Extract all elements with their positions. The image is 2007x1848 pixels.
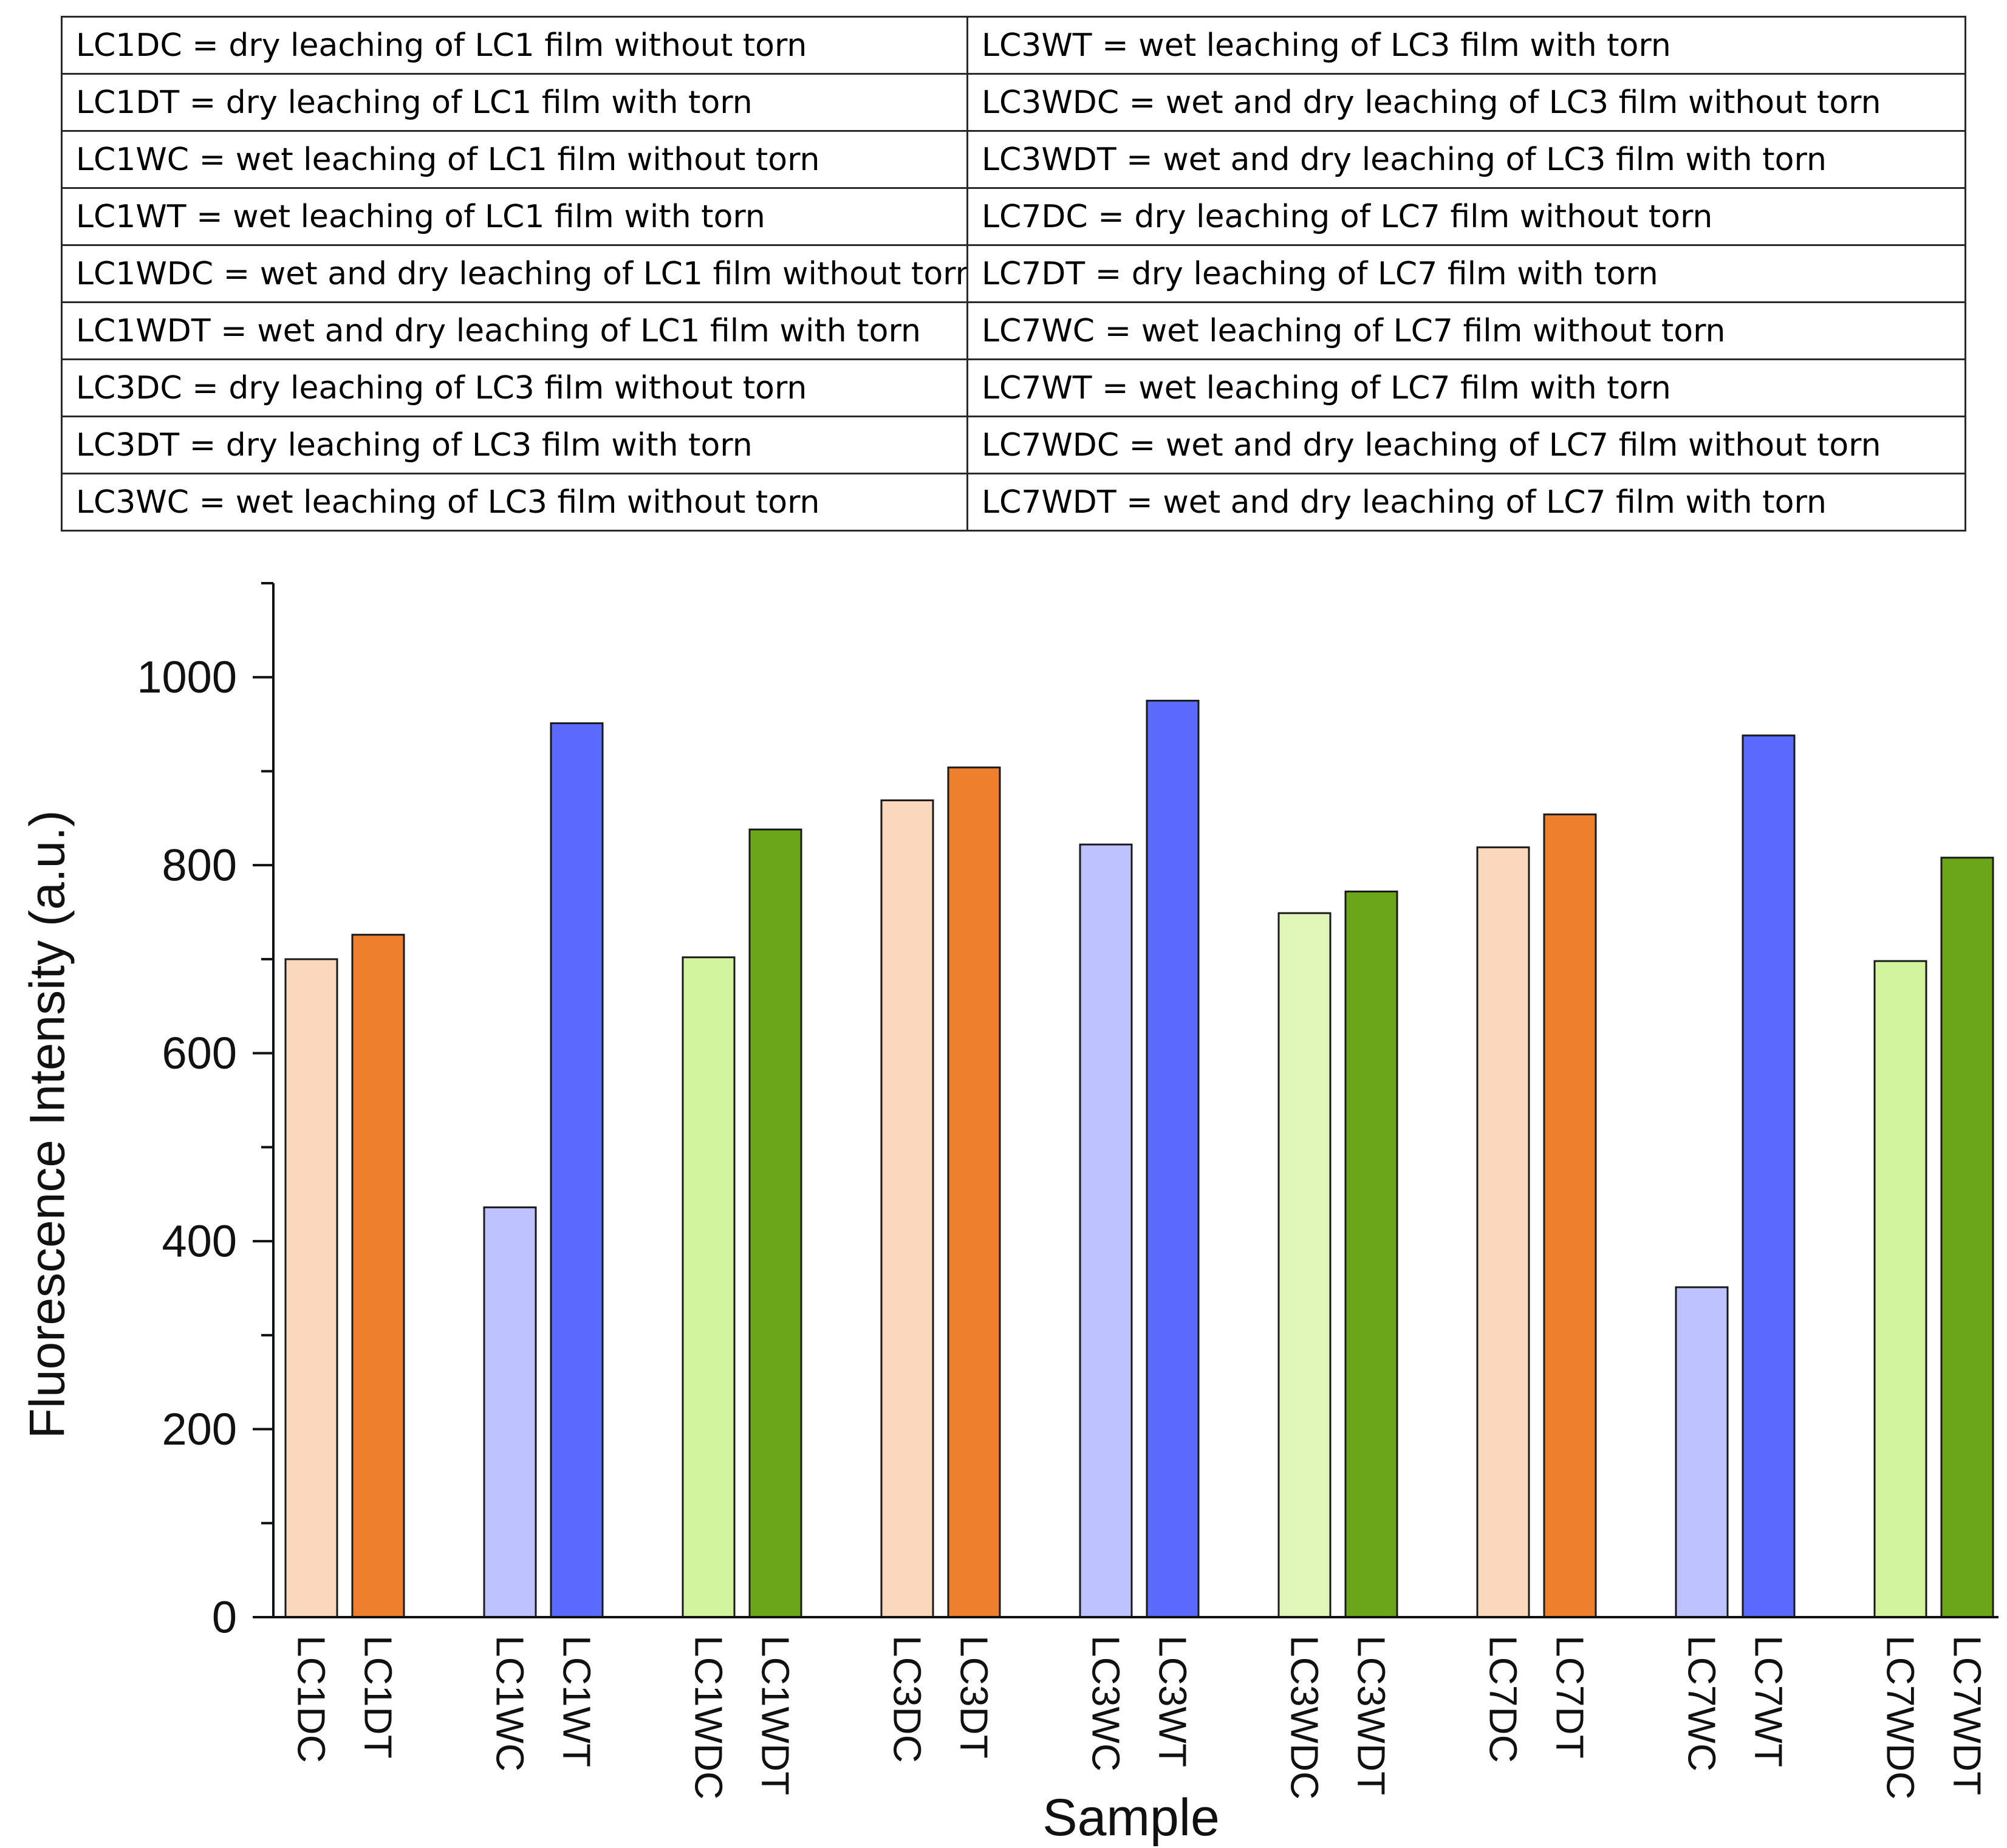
x-tick-label: LC1WC <box>488 1635 532 1771</box>
bar-lc3wc <box>1079 843 1133 1618</box>
bar-lc3wdc <box>1277 912 1332 1618</box>
y-tick-label: 400 <box>162 1216 237 1267</box>
bar-lc1dc <box>284 958 338 1618</box>
legend-cell: LC7WT = wet leaching of LC7 film with to… <box>966 358 1966 417</box>
bar-lc7dc <box>1476 846 1530 1618</box>
bar-lc1dt <box>351 934 405 1618</box>
legend-row: LC1WC = wet leaching of LC1 film without… <box>61 130 1966 189</box>
x-tick-label: LC1DC <box>290 1635 333 1763</box>
x-tick-label: LC1WDT <box>754 1635 798 1795</box>
x-tick-label: LC7DT <box>1548 1635 1592 1759</box>
legend-cell: LC1DT = dry leaching of LC1 film with to… <box>61 73 968 132</box>
legend-cell: LC7WDC = wet and dry leaching of LC7 fil… <box>966 416 1966 474</box>
legend-cell: LC3WC = wet leaching of LC3 film without… <box>61 473 968 532</box>
bar-chart: LC1DC LC1DT LC1WC LC1WT LC1WDC LC1WDT LC3DC LC3… <box>20 582 1998 1847</box>
y-tick-label: 1000 <box>137 652 237 702</box>
x-tick-label: LC3WC <box>1084 1635 1128 1771</box>
legend-cell: LC3WT = wet leaching of LC3 film with to… <box>966 16 1966 75</box>
x-tick-label: LC7WT <box>1747 1635 1791 1767</box>
bar-lc7wc <box>1675 1286 1729 1618</box>
bar-lc7wt <box>1742 734 1796 1618</box>
x-axis-title: Sample <box>1042 1788 1220 1847</box>
x-tick-label: LC1WT <box>555 1635 599 1767</box>
bar-lc1wc <box>483 1206 537 1618</box>
x-tick-label: LC1WDC <box>687 1635 731 1799</box>
legend-cell: LC3DC = dry leaching of LC3 film without… <box>61 358 968 417</box>
y-tick-label: 0 <box>212 1592 237 1643</box>
bar-lc3wdt <box>1344 891 1398 1618</box>
legend-row: LC1WDC = wet and dry leaching of LC1 fil… <box>61 244 1966 303</box>
x-tick-label: LC3WT <box>1151 1635 1195 1767</box>
legend-cell: LC3WDT = wet and dry leaching of LC3 fil… <box>966 130 1966 189</box>
y-tick-label: 200 <box>162 1404 237 1454</box>
bar-lc7dt <box>1543 813 1597 1618</box>
x-tick-label: LC7DC <box>1482 1635 1525 1763</box>
y-tick-label: 800 <box>162 840 237 891</box>
legend-cell: LC1WDC = wet and dry leaching of LC1 fil… <box>61 244 968 303</box>
legend-row: LC3WC = wet leaching of LC3 film without… <box>61 473 1966 532</box>
legend-cell: LC7DC = dry leaching of LC7 film without… <box>966 187 1966 246</box>
bar-lc1wdt <box>748 828 802 1618</box>
bars-layer <box>284 699 1994 1618</box>
x-tick-label: LC3WDT <box>1350 1635 1393 1795</box>
legend-cell: LC7WDT = wet and dry leaching of LC7 fil… <box>966 473 1966 532</box>
legend-row: LC1DT = dry leaching of LC1 film with to… <box>61 73 1966 132</box>
legend-table: LC1DC = dry leaching of LC1 film without… <box>61 16 1966 532</box>
y-tick-label: 600 <box>162 1028 237 1078</box>
x-tick-label: LC1DT <box>357 1635 400 1759</box>
x-tick-label: LC7WC <box>1680 1635 1724 1771</box>
legend-row: LC3DC = dry leaching of LC3 film without… <box>61 358 1966 417</box>
y-axis-title: Fluorescence Intensity (a.u.) <box>20 810 75 1439</box>
legend-row: LC1DC = dry leaching of LC1 film without… <box>61 16 1966 75</box>
x-tick-label: LC7WDC <box>1879 1635 1923 1799</box>
bar-lc1wt <box>550 722 604 1618</box>
legend-row: LC1WDT = wet and dry leaching of LC1 fil… <box>61 301 1966 360</box>
bar-lc3dc <box>880 799 934 1618</box>
bar-lc3dt <box>947 766 1001 1618</box>
legend-cell: LC3WDC = wet and dry leaching of LC3 fil… <box>966 73 1966 132</box>
x-tick-label: LC3DC <box>886 1635 929 1763</box>
legend-cell: LC7DT = dry leaching of LC7 film with to… <box>966 244 1966 303</box>
legend-cell: LC7WC = wet leaching of LC7 film without… <box>966 301 1966 360</box>
x-tick-label: LC7WDT <box>1946 1635 1989 1795</box>
legend-cell: LC1WT = wet leaching of LC1 film with to… <box>61 187 968 246</box>
legend-cell: LC1WC = wet leaching of LC1 film without… <box>61 130 968 189</box>
x-tick-label: LC3WDC <box>1283 1635 1327 1799</box>
bar-lc7wdt <box>1940 857 1994 1618</box>
legend-cell: LC1WDT = wet and dry leaching of LC1 fil… <box>61 301 968 360</box>
bar-lc3wt <box>1146 699 1200 1618</box>
axes-layer <box>253 582 1998 1618</box>
bar-lc1wdc <box>682 956 736 1618</box>
x-tick-label: LC3DT <box>952 1635 996 1759</box>
legend-row: LC3DT = dry leaching of LC3 film with to… <box>61 416 1966 474</box>
bar-lc7wdc <box>1873 960 1927 1618</box>
labels-layer: LC1DC LC1DT LC1WC LC1WT LC1WDC LC1WDT LC3DC LC3… <box>20 652 1989 1847</box>
legend-cell: LC1DC = dry leaching of LC1 film without… <box>61 16 968 75</box>
legend-row: LC1WT = wet leaching of LC1 film with to… <box>61 187 1966 246</box>
legend-cell: LC3DT = dry leaching of LC3 film with to… <box>61 416 968 474</box>
